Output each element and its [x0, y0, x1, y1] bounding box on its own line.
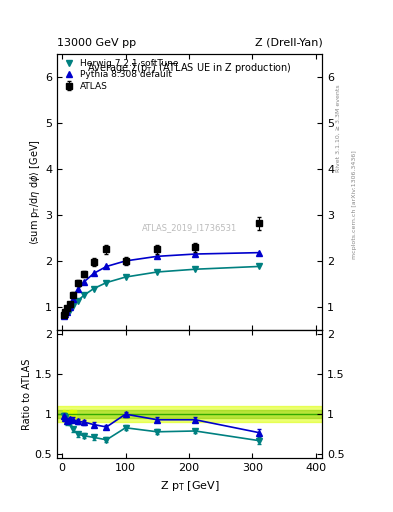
Y-axis label: Ratio to ATLAS: Ratio to ATLAS	[22, 358, 32, 430]
Line: Pythia 8.308 default: Pythia 8.308 default	[61, 249, 262, 319]
Text: 13000 GeV pp: 13000 GeV pp	[57, 37, 136, 48]
Herwig 7.2.1 softTune	[92, 286, 96, 292]
Text: ATLAS_2019_I1736531: ATLAS_2019_I1736531	[142, 223, 237, 232]
Herwig 7.2.1 softTune	[63, 311, 68, 317]
Pythia 8.308 default	[123, 258, 128, 264]
Legend: Herwig 7.2.1 softTune, Pythia 8.308 default, ATLAS: Herwig 7.2.1 softTune, Pythia 8.308 defa…	[61, 57, 180, 93]
Pythia 8.308 default	[65, 309, 70, 315]
Herwig 7.2.1 softTune	[193, 266, 198, 272]
Pythia 8.308 default	[257, 249, 261, 255]
X-axis label: Z p$_{\mathsf{T}}$ [GeV]: Z p$_{\mathsf{T}}$ [GeV]	[160, 479, 220, 493]
Text: mcplots.cern.ch [arXiv:1306.3436]: mcplots.cern.ch [arXiv:1306.3436]	[352, 151, 357, 259]
Herwig 7.2.1 softTune	[67, 307, 72, 313]
Line: Herwig 7.2.1 softTune: Herwig 7.2.1 softTune	[61, 263, 262, 319]
Pythia 8.308 default	[63, 311, 68, 317]
Y-axis label: $\langle$sum p$_{\mathsf{T}}$/d$\eta$ d$\phi\rangle$ [GeV]: $\langle$sum p$_{\mathsf{T}}$/d$\eta$ d$…	[28, 139, 42, 245]
Pythia 8.308 default	[67, 304, 72, 310]
Herwig 7.2.1 softTune	[70, 303, 75, 309]
Pythia 8.308 default	[61, 313, 66, 319]
Pythia 8.308 default	[155, 253, 160, 260]
Text: Rivet 3.1.10, ≥ 3.3M events: Rivet 3.1.10, ≥ 3.3M events	[336, 84, 341, 172]
Herwig 7.2.1 softTune	[75, 297, 80, 304]
Pythia 8.308 default	[70, 295, 75, 302]
Herwig 7.2.1 softTune	[257, 263, 261, 269]
Text: Average $\Sigma$(p$_{\mathsf{T}}$) (ATLAS UE in Z production): Average $\Sigma$(p$_{\mathsf{T}}$) (ATLA…	[87, 60, 292, 75]
Herwig 7.2.1 softTune	[61, 313, 66, 319]
Pythia 8.308 default	[193, 251, 198, 257]
Herwig 7.2.1 softTune	[155, 269, 160, 275]
Pythia 8.308 default	[104, 263, 109, 269]
Herwig 7.2.1 softTune	[82, 292, 86, 298]
Pythia 8.308 default	[92, 270, 96, 276]
Herwig 7.2.1 softTune	[123, 274, 128, 280]
Pythia 8.308 default	[75, 286, 80, 292]
Pythia 8.308 default	[82, 279, 86, 285]
Herwig 7.2.1 softTune	[65, 309, 70, 315]
Text: Z (Drell-Yan): Z (Drell-Yan)	[255, 37, 322, 48]
Herwig 7.2.1 softTune	[104, 280, 109, 286]
